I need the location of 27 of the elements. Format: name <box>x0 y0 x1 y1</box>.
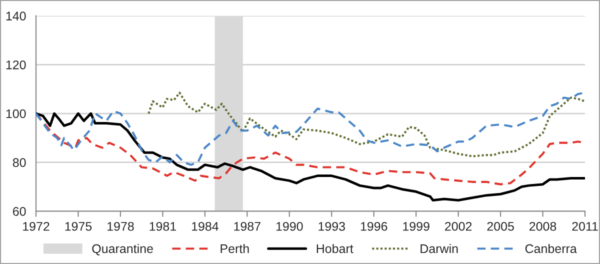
x-tick-label: 1975 <box>65 222 92 231</box>
legend-label: Darwin <box>420 244 458 254</box>
x-tick-label: 1999 <box>403 222 430 231</box>
legend-label: Hobart <box>316 244 354 254</box>
legend-label: Quarantine <box>92 244 153 256</box>
y-tick-label: 100 <box>6 109 26 118</box>
legend-label: Canberra <box>525 244 577 254</box>
line-series <box>36 92 585 166</box>
x-tick-label: 1993 <box>318 222 345 231</box>
x-tick-label: 2005 <box>487 222 514 231</box>
x-tick-label: 1996 <box>360 222 388 231</box>
y-tick-label: 140 <box>6 12 26 20</box>
line-series <box>148 92 585 158</box>
line-series <box>36 112 585 202</box>
y-tick-label: 60 <box>13 207 26 216</box>
x-tick-label: 1990 <box>276 222 303 231</box>
y-tick-label: 120 <box>6 60 26 70</box>
x-tick-label: 1984 <box>192 222 218 231</box>
x-tick-label: 2011 <box>572 222 598 231</box>
y-tick-label: 80 <box>12 158 26 168</box>
legend-label: Perth <box>220 244 249 254</box>
x-tick-label: 1972 <box>23 222 50 231</box>
x-tick-label: 1981 <box>150 222 176 231</box>
x-tick-label: 1978 <box>108 222 134 231</box>
x-tick-label: 2008 <box>529 222 556 231</box>
x-tick-label: 1987 <box>234 222 260 231</box>
x-tick-label: 2002 <box>445 222 472 231</box>
